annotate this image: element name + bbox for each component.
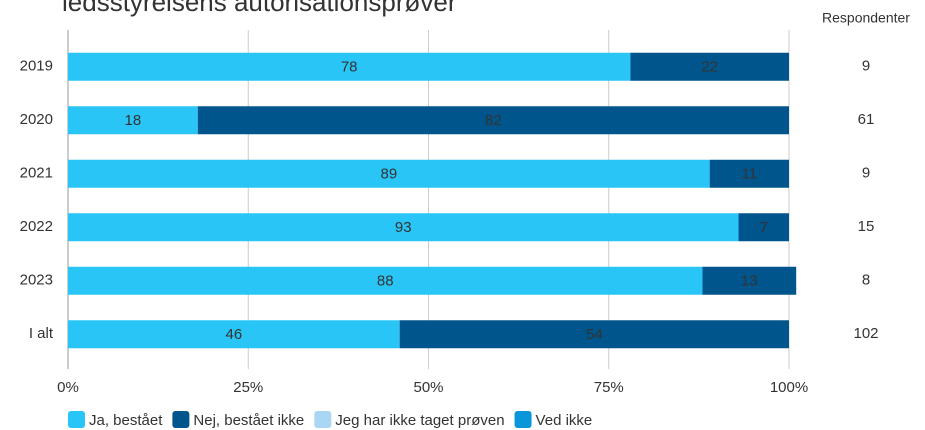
data-label: 82 [485, 112, 502, 129]
legend-swatch [172, 411, 190, 428]
bar-segment [68, 106, 198, 135]
bar-segment [68, 52, 631, 81]
y-tick-label: 2021 [20, 165, 53, 182]
y-tick-label: 2022 [20, 218, 53, 235]
chart-title: ledsstyrelsens autorisationsprøver [62, 0, 457, 17]
y-tick-label: 2020 [20, 111, 53, 128]
data-label: 13 [741, 273, 758, 290]
respondents-value: 102 [853, 325, 878, 342]
data-label: 22 [701, 59, 718, 76]
respondents-value: 61 [858, 111, 875, 128]
data-label: 18 [125, 112, 142, 129]
data-label: 93 [395, 219, 412, 236]
x-tick-label: 25% [233, 379, 263, 396]
legend-label: Nej, bestået ikke [193, 412, 304, 429]
x-tick-label: 50% [413, 379, 443, 396]
x-tick-label: 0% [57, 379, 79, 396]
bar-segment [702, 266, 797, 295]
legend-label: Ved ikke [536, 412, 593, 429]
data-label: 78 [341, 59, 358, 76]
bar-segment [630, 52, 789, 81]
bar-segment [399, 320, 789, 349]
x-tick-label: 75% [594, 379, 624, 396]
data-label: 54 [586, 326, 603, 343]
legend-swatch [314, 411, 332, 428]
legend-swatch [68, 411, 85, 428]
y-tick-label: 2023 [20, 272, 53, 289]
bar-segment [709, 159, 789, 188]
x-tick-label: 100% [770, 379, 808, 396]
legend-swatch [514, 411, 532, 428]
bar-segment [68, 213, 739, 242]
data-label: 88 [377, 273, 394, 290]
bar-segment [197, 106, 789, 135]
data-label: 11 [742, 166, 758, 183]
bar-segment [68, 266, 703, 295]
y-tick-label: 2019 [20, 58, 53, 75]
respondents-value: 15 [858, 218, 875, 235]
bar-segment [68, 159, 710, 188]
y-tick-label: I alt [29, 325, 54, 342]
respondents-header: Respondenter [822, 10, 910, 26]
bar-segment [738, 213, 789, 242]
legend-label: Ja, bestået [89, 412, 163, 429]
bar-segment [68, 320, 400, 349]
legend-label: Jeg har ikke taget prøven [335, 412, 504, 429]
respondents-value: 9 [862, 165, 870, 182]
data-label: 46 [225, 326, 242, 343]
data-label: 89 [381, 166, 398, 183]
respondents-value: 8 [862, 272, 870, 289]
data-label: 7 [760, 219, 768, 236]
respondents-value: 9 [862, 58, 870, 75]
